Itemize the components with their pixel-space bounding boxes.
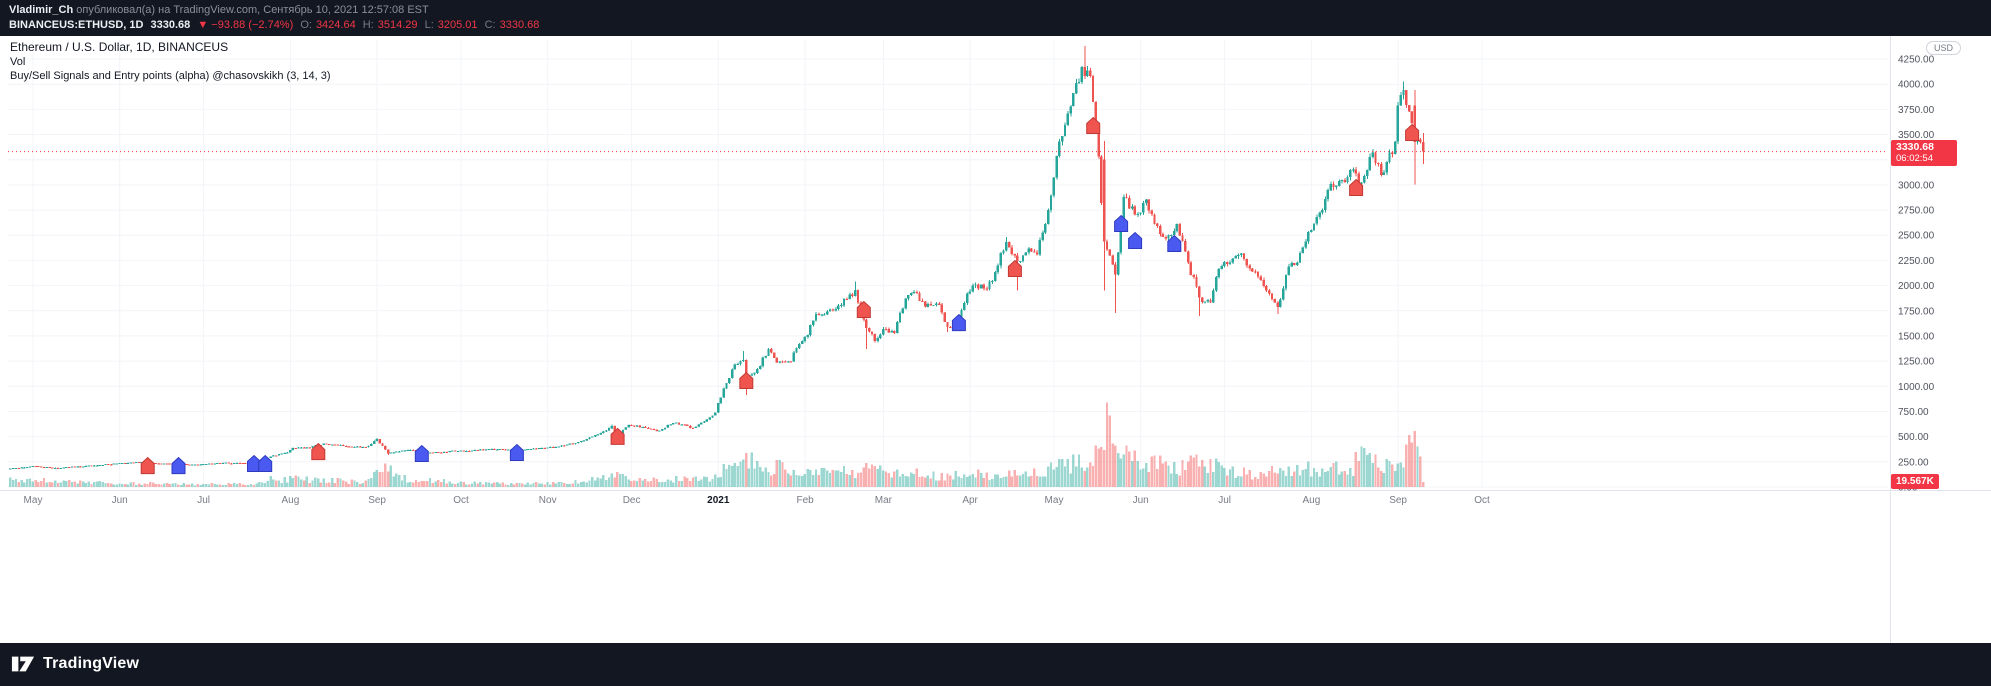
currency-toggle[interactable]: USD — [1926, 41, 1962, 55]
open-label: O: — [300, 19, 312, 31]
legend-volume-indicator[interactable]: Vol — [10, 56, 26, 68]
symbol-ohlc-row: BINANCEUS:ETHUSD, 1D 3330.68 ▼ −93.88 (−… — [9, 19, 543, 31]
publication-byline: Vladimir_Ch опубликовал(а) на TradingVie… — [9, 4, 429, 16]
last-price: 3330.68 — [150, 19, 191, 31]
close-label: C: — [484, 19, 496, 31]
tradingview-brand-text: TradingView — [43, 655, 140, 672]
current-volume-tag: 19.567K — [1891, 474, 1939, 489]
open-value: 3424.64 — [315, 19, 356, 31]
chart-plot-area[interactable] — [0, 36, 1991, 643]
author-name[interactable]: Vladimir_Ch — [9, 4, 74, 16]
close-value: 3330.68 — [499, 19, 540, 31]
high-value: 3514.29 — [377, 19, 418, 31]
symbol-label[interactable]: BINANCEUS:ETHUSD, 1D — [9, 19, 144, 31]
low-value: 3205.01 — [437, 19, 478, 31]
high-label: H: — [362, 19, 374, 31]
current-price-value: 3330.68 — [1896, 141, 1934, 153]
current-price-tag: 3330.68 06:02:54 — [1891, 140, 1957, 166]
bar-countdown: 06:02:54 — [1896, 153, 1933, 164]
price-change: ▼ −93.88 (−2.74%) — [197, 19, 294, 31]
tradingview-logo-icon — [11, 656, 35, 672]
legend-symbol-title[interactable]: Ethereum / U.S. Dollar, 1D, BINANCEUS — [10, 40, 229, 54]
tradingview-footer: TradingView — [0, 643, 1991, 686]
publication-header: Vladimir_Ch опубликовал(а) на TradingVie… — [0, 0, 1991, 36]
low-label: L: — [424, 19, 434, 31]
legend-signals-indicator[interactable]: Buy/Sell Signals and Entry points (alpha… — [10, 70, 331, 82]
tradingview-brand[interactable]: TradingView — [0, 643, 1991, 675]
publication-info: опубликовал(а) на TradingView.com, Сентя… — [76, 4, 429, 16]
chart-legend: Ethereum / U.S. Dollar, 1D, BINANCEUS Vo… — [10, 40, 331, 83]
